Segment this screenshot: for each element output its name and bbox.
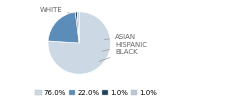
- Text: WHITE: WHITE: [39, 7, 75, 14]
- Wedge shape: [48, 12, 110, 74]
- Legend: 76.0%, 22.0%, 1.0%, 1.0%: 76.0%, 22.0%, 1.0%, 1.0%: [36, 90, 157, 96]
- Text: BLACK: BLACK: [99, 49, 138, 61]
- Wedge shape: [48, 12, 79, 43]
- Text: ASIAN: ASIAN: [104, 34, 136, 40]
- Text: HISPANIC: HISPANIC: [102, 42, 147, 51]
- Wedge shape: [77, 12, 79, 43]
- Wedge shape: [75, 12, 79, 43]
